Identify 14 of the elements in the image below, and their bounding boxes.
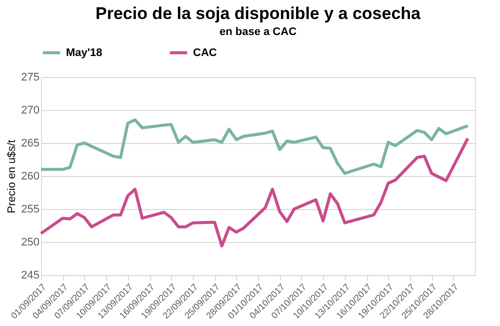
- y-tick-label: 245: [21, 270, 40, 282]
- y-tick-label: 255: [21, 204, 40, 216]
- y-tick-label: 270: [21, 104, 40, 116]
- y-tick-label: 250: [21, 236, 40, 248]
- legend-label: May'18: [66, 46, 102, 59]
- y-axis-title: Precio en u$s/t: [6, 140, 18, 214]
- line-series: [40, 118, 470, 175]
- y-tick-label: 260: [21, 170, 40, 182]
- chart-title: Precio de la soja disponible y a cosecha: [95, 4, 422, 23]
- y-tick-label: 275: [21, 72, 40, 84]
- y-tick-label: 265: [21, 138, 40, 150]
- line-series: [40, 136, 470, 248]
- legend-label: CAC: [193, 46, 217, 59]
- chart-subtitle: en base a CAC: [219, 26, 297, 38]
